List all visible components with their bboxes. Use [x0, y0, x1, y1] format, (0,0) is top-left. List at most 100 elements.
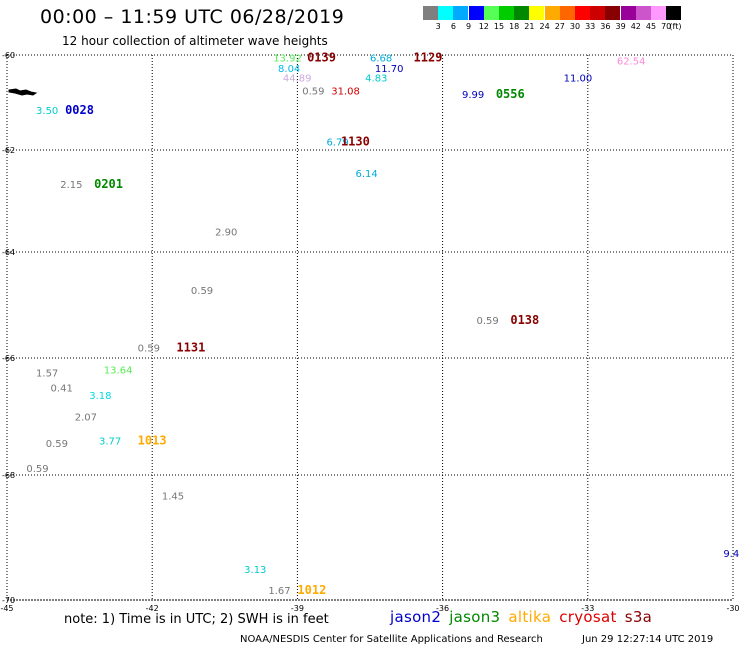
- wave-height-value: 6.68: [370, 53, 392, 64]
- generation-timestamp: Jun 29 12:27:14 UTC 2019: [582, 634, 714, 645]
- pass-time-label: 0139: [307, 50, 336, 64]
- legend-tick-label: 18: [509, 22, 520, 31]
- wave-height-value: 3.77: [99, 436, 121, 447]
- pass-time-label: 0138: [510, 313, 539, 327]
- legend-tick-label: 3: [435, 22, 441, 31]
- satellite-key: jason2 jason3 altika cryosat s3a: [390, 608, 660, 626]
- pass-time-label: 1130: [341, 134, 370, 148]
- legend-unit: (ft): [669, 22, 682, 31]
- longitude-tick-label: -33: [581, 604, 594, 613]
- map-frame: [6, 54, 734, 601]
- legend-swatch: [544, 6, 560, 20]
- axis-labels: -60 -62 -64 -66 -68 -70-45 -42 -39 -36 -33 -30: [0, 51, 739, 613]
- legend-tick-label: 6: [450, 22, 456, 31]
- legend-tick-label: 70: [661, 22, 672, 31]
- latitude-tick-label: -66: [2, 354, 15, 363]
- legend-swatch: [666, 6, 682, 20]
- legend-tick-label: 39: [615, 22, 626, 31]
- wave-height-value: 3.13: [244, 565, 266, 576]
- wave-height-value: 11.00: [564, 73, 593, 84]
- wave-height-value: 11.70: [375, 64, 404, 75]
- satellite-s3a: s3a: [624, 608, 653, 626]
- latitude-tick-label: -62: [2, 146, 15, 155]
- legend-swatch: [590, 6, 606, 20]
- satellite-jason3: jason3: [449, 608, 501, 626]
- pass-time-label: 1013: [138, 433, 167, 447]
- wave-height-value: 0.59: [26, 464, 48, 475]
- latitude-tick-label: -64: [2, 248, 15, 257]
- legend-swatch: [483, 6, 499, 20]
- latitude-tick-label: -70: [2, 596, 15, 605]
- legend-tick-label: 42: [630, 22, 641, 31]
- legend-swatch: [514, 6, 530, 20]
- credit-line: NOAA/NESDIS Center for Satellite Applica…: [240, 634, 543, 645]
- wave-height-value: 6.79: [326, 137, 348, 148]
- pass-time-label: 0028: [65, 103, 94, 117]
- wave-height-value: 1.67: [268, 586, 290, 597]
- longitude-tick-label: -30: [726, 604, 739, 613]
- wave-height-value: 9.41: [723, 549, 740, 560]
- wave-height-value: 1.57: [36, 369, 58, 380]
- wave-height-value: 0.59: [138, 343, 160, 354]
- legend-swatch: [605, 6, 621, 20]
- pass-time-label: 1131: [176, 340, 205, 354]
- wave-height-value: 3.50: [36, 106, 58, 117]
- legend-swatch: [529, 6, 545, 20]
- pass-times: 0139 1129 0556 0028 1130 0201 0138 1131 1013 1012: [65, 50, 539, 597]
- legend-swatch: [620, 6, 636, 20]
- wave-height-value: 3.18: [89, 391, 111, 402]
- map-title: 00:00 – 11:59 UTC 06/28/2019: [40, 6, 345, 28]
- longitude-tick-label: -39: [291, 604, 304, 613]
- wave-height-value: 4.83: [365, 73, 387, 84]
- legend-tick-label: 12: [478, 22, 489, 31]
- wave-height-value: 1.45: [162, 492, 184, 503]
- legend-swatch: [453, 6, 469, 20]
- legend-tick-label: 33: [585, 22, 596, 31]
- latitude-tick-label: -68: [2, 471, 15, 480]
- map-subtitle: 12 hour collection of altimeter wave hei…: [62, 34, 328, 48]
- wave-height-value: 0.59: [302, 87, 324, 98]
- island-outline: [8, 88, 38, 96]
- legend-swatch: [468, 6, 484, 20]
- legend-tick-label: 30: [569, 22, 581, 31]
- pass-time-label: 0201: [94, 177, 123, 191]
- wave-height-value: 44.89: [283, 73, 312, 84]
- legend-swatch: [559, 6, 575, 20]
- latitude-tick-label: -60: [2, 51, 15, 60]
- wave-height-value: 31.08: [331, 87, 360, 98]
- footnote: note: 1) Time is in UTC; 2) SWH is in fe…: [64, 612, 329, 627]
- satellite-cryosat: cryosat: [559, 608, 617, 626]
- wave-height-value: 2.07: [75, 413, 97, 424]
- legend-tick-label: 21: [524, 22, 535, 31]
- wave-height-value: 0.59: [191, 286, 213, 297]
- pass-time-label: 0556: [496, 87, 525, 101]
- wave-height-value: 8.04: [278, 64, 300, 75]
- satellite-altika: altika: [508, 608, 552, 626]
- legend-tick-label: 27: [554, 22, 565, 31]
- longitude-tick-label: -42: [146, 604, 159, 613]
- wave-height-value: 9.99: [462, 90, 484, 101]
- legend-swatch: [651, 6, 666, 20]
- wave-height-value: 13.92: [273, 53, 302, 64]
- wave-height-value: 0.59: [46, 439, 68, 450]
- pass-time-label: 1129: [414, 50, 443, 64]
- wave-height-value: 13.64: [104, 366, 133, 377]
- longitude-tick-label: -36: [436, 604, 449, 613]
- wave-height-value: 2.15: [60, 180, 82, 191]
- wave-height-value: 6.14: [355, 169, 377, 180]
- legend-swatch: [575, 6, 590, 20]
- legend-swatch: [438, 6, 454, 20]
- wave-height-value: 0.59: [476, 316, 498, 327]
- legend-swatch: [635, 6, 651, 20]
- satellite-jason2: jason2: [390, 608, 442, 626]
- legend-tick-label: 24: [539, 22, 550, 31]
- pass-time-label: 1012: [297, 583, 326, 597]
- wave-height-value: 0.41: [51, 383, 73, 394]
- longitude-tick-label: -45: [0, 604, 13, 613]
- wave-height-value: 62.54: [617, 57, 646, 68]
- legend-swatch: [423, 6, 438, 20]
- legend-tick-label: 15: [493, 22, 505, 31]
- legend-swatch: [499, 6, 514, 20]
